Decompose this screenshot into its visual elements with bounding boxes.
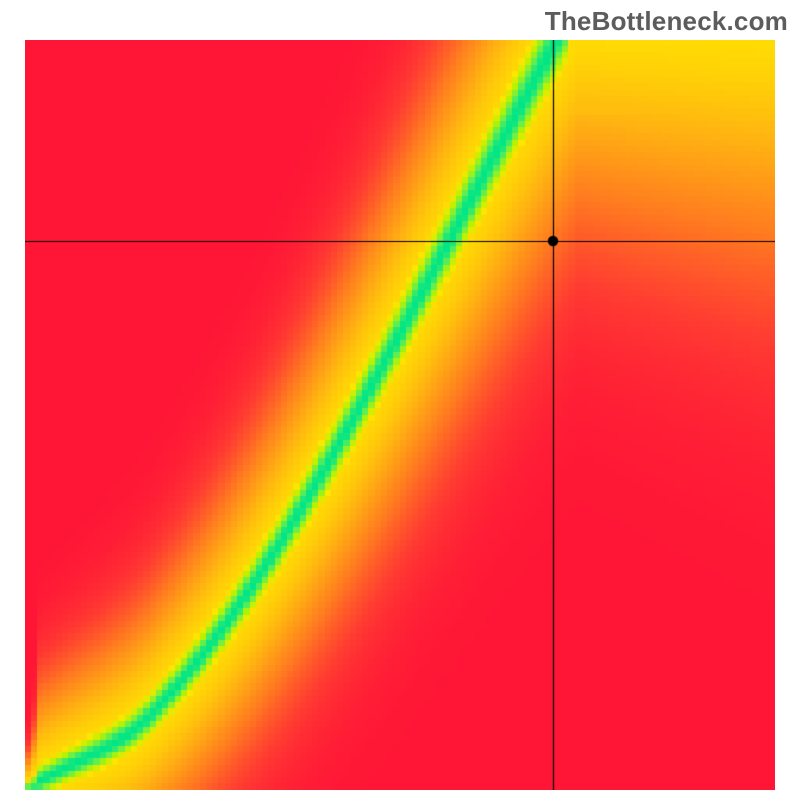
chart-wrap: TheBottleneck.com [0,0,800,800]
bottleneck-heatmap [25,40,775,790]
attribution-text: TheBottleneck.com [545,6,788,37]
